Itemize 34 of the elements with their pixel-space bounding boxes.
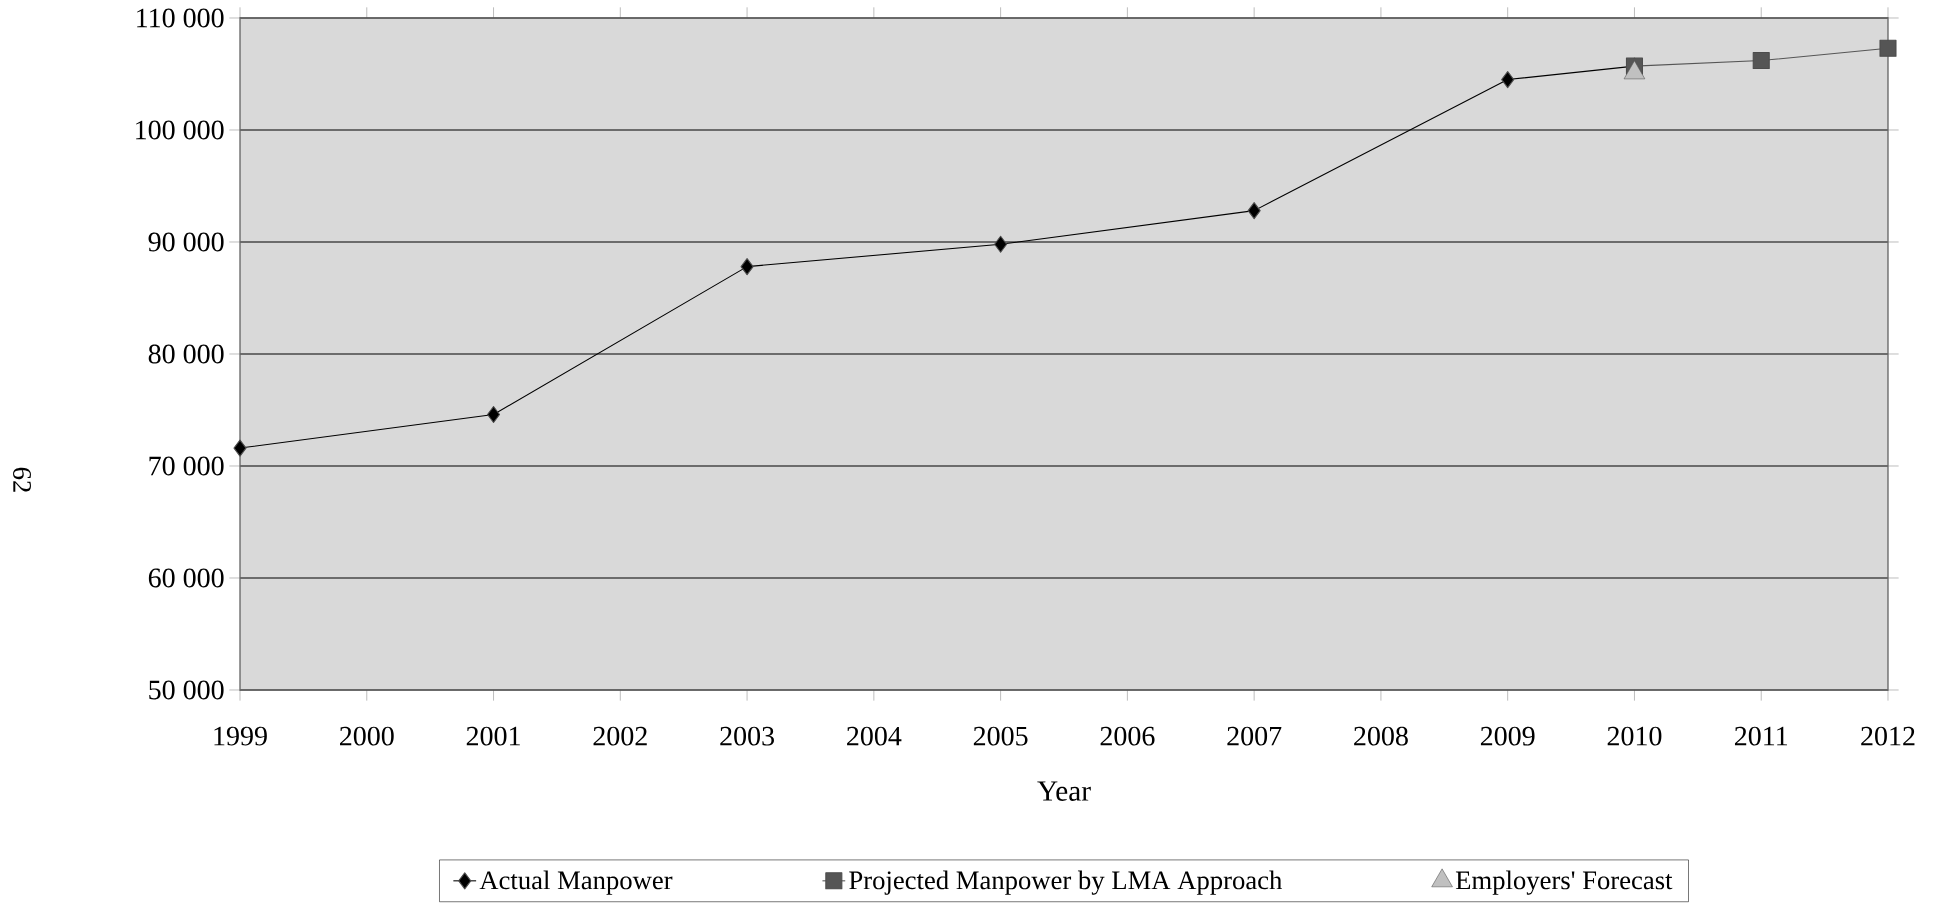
x-tick-label: 2011 bbox=[1734, 726, 1788, 746]
text: 62 bbox=[13, 467, 31, 492]
point bbox=[487, 405, 501, 424]
y-tick-label: 50 000 bbox=[149, 680, 224, 700]
point bbox=[994, 235, 1008, 253]
point bbox=[740, 258, 754, 276]
x-axis-title: Year bbox=[1037, 781, 1091, 801]
y-tick-label: 110 000 bbox=[137, 8, 224, 28]
x-tick-label: 2000 bbox=[340, 726, 394, 746]
legend-label: Projected Manpower by LMA Approach bbox=[849, 870, 1283, 895]
y-tick-label: 100 000 bbox=[136, 120, 224, 140]
x-tick-label: 2004 bbox=[847, 726, 902, 746]
x-tick-label: 2003 bbox=[720, 726, 774, 746]
y-tick-label: 60 000 bbox=[148, 568, 224, 588]
point bbox=[1879, 39, 1897, 57]
x-tick-label: 2001 bbox=[466, 726, 520, 746]
y-tick-label: 70 000 bbox=[149, 456, 224, 476]
x-tick-label: 2008 bbox=[1354, 726, 1408, 746]
x-tick-label: 2007 bbox=[1227, 726, 1282, 746]
x-tick-label: 2009 bbox=[1480, 726, 1535, 746]
x-tick-label: 2005 bbox=[973, 726, 1028, 746]
legend-label: Actual Manpower bbox=[479, 870, 673, 895]
legend-label: Employers' Forecast bbox=[1455, 870, 1673, 895]
x-tick-label: 2010 bbox=[1607, 726, 1662, 746]
point bbox=[233, 439, 247, 457]
x-tick-label: 2012 bbox=[1861, 726, 1915, 746]
x-tick-label: 2002 bbox=[593, 726, 647, 746]
point bbox=[1752, 52, 1770, 70]
point bbox=[1501, 71, 1515, 89]
y-tick-label: 90 000 bbox=[148, 232, 224, 252]
x-tick-label: 2006 bbox=[1100, 726, 1155, 746]
y-tick-label: 80 000 bbox=[148, 344, 224, 364]
x-tick-label: 1999 bbox=[214, 726, 267, 746]
point bbox=[1247, 202, 1261, 220]
